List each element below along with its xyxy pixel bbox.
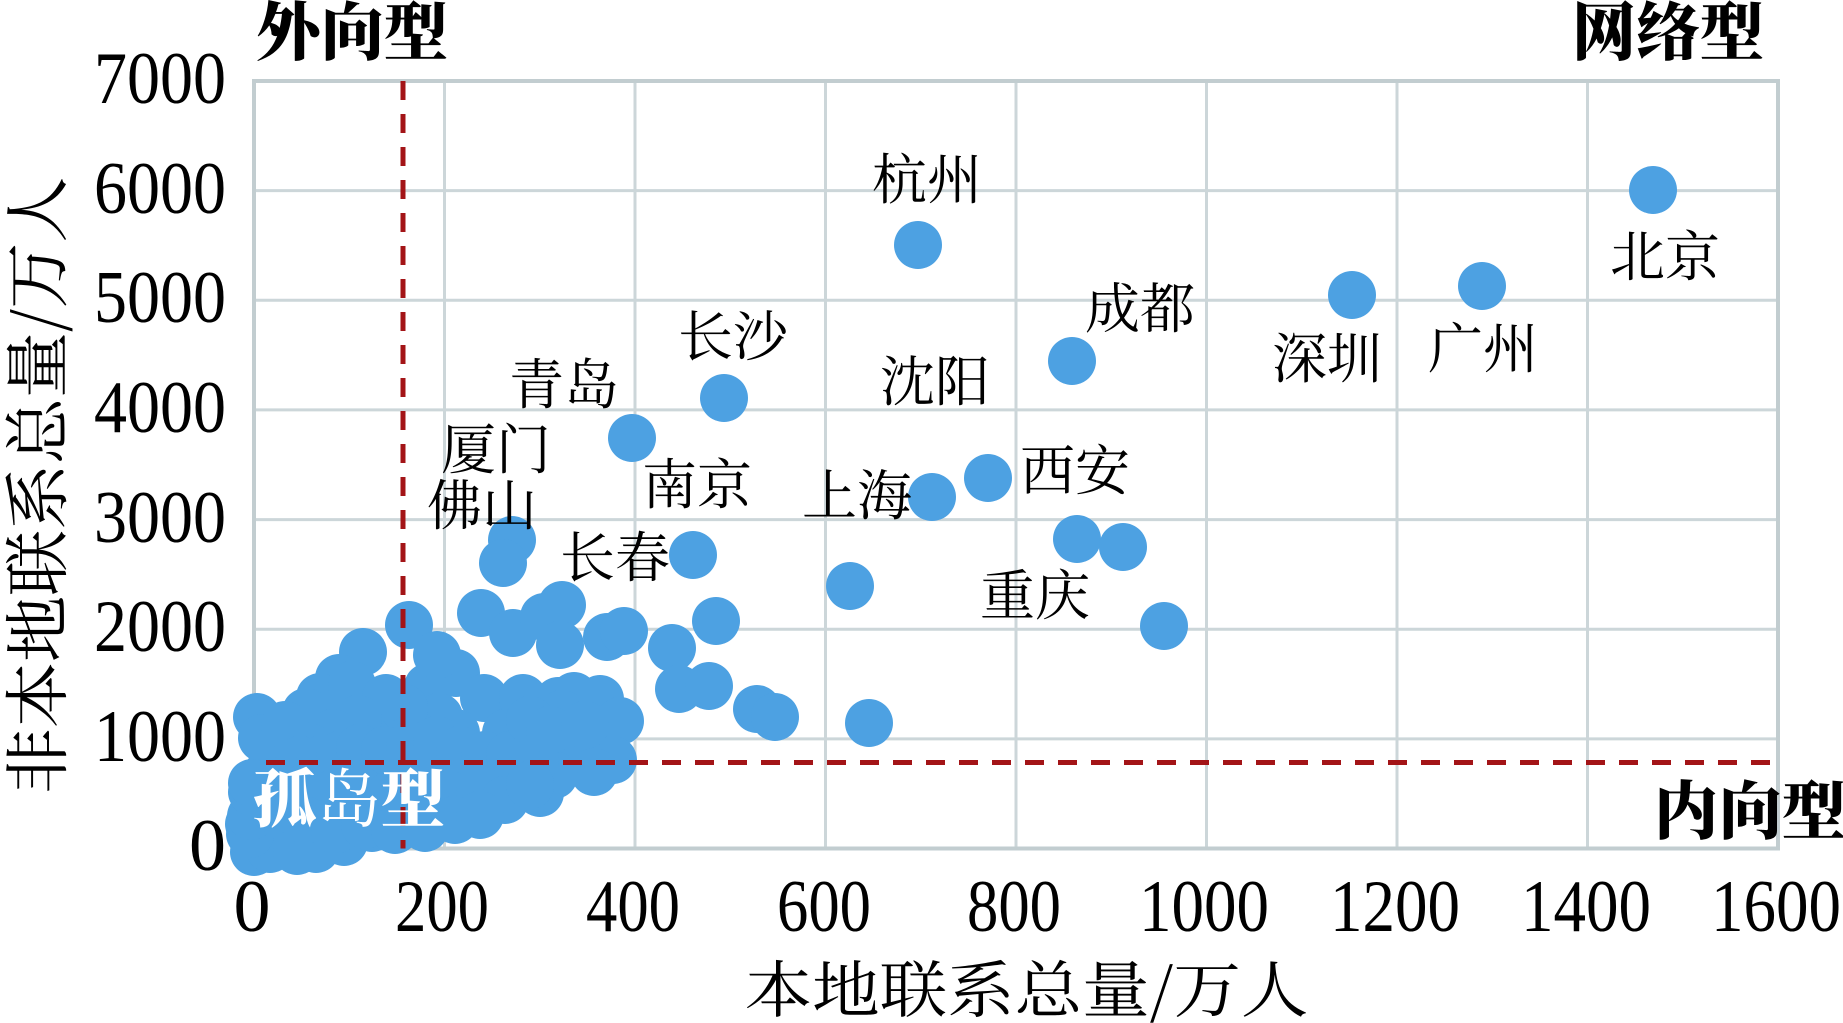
svg-text:1000: 1000: [1139, 866, 1269, 948]
svg-text:1000: 1000: [94, 696, 226, 778]
svg-text:600: 600: [777, 866, 871, 948]
svg-text:5000: 5000: [94, 257, 226, 339]
svg-text:6000: 6000: [94, 148, 226, 230]
svg-text:3000: 3000: [94, 477, 226, 559]
svg-text:1400: 1400: [1521, 866, 1651, 948]
svg-text:0: 0: [234, 866, 271, 948]
svg-text:2000: 2000: [94, 586, 226, 668]
svg-text:400: 400: [586, 866, 680, 948]
svg-text:200: 200: [395, 866, 489, 948]
svg-text:4000: 4000: [94, 367, 226, 449]
svg-text:1600: 1600: [1711, 866, 1841, 948]
svg-text:7000: 7000: [94, 38, 226, 120]
svg-text:0: 0: [189, 805, 226, 887]
svg-text:800: 800: [967, 866, 1061, 948]
svg-text:1200: 1200: [1330, 866, 1460, 948]
